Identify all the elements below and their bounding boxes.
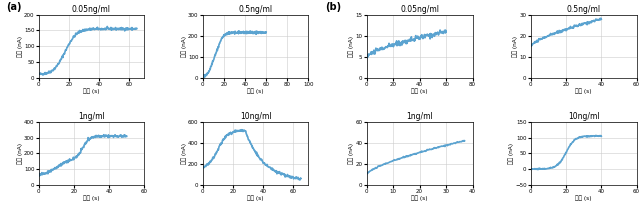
Title: 0.5ng/ml: 0.5ng/ml <box>239 5 273 14</box>
Title: 1ng/ml: 1ng/ml <box>78 112 105 121</box>
Y-axis label: 시간 (nA): 시간 (nA) <box>17 143 23 164</box>
X-axis label: 시간 (s): 시간 (s) <box>248 195 264 201</box>
Text: (b): (b) <box>325 2 341 12</box>
Title: 10ng/ml: 10ng/ml <box>568 112 599 121</box>
Title: 0.05ng/ml: 0.05ng/ml <box>400 5 439 14</box>
Title: 10ng/ml: 10ng/ml <box>240 112 271 121</box>
X-axis label: 시간 (s): 시간 (s) <box>412 88 428 94</box>
Y-axis label: 시간 (nA): 시간 (nA) <box>349 143 354 164</box>
Y-axis label: 시간 (nA): 시간 (nA) <box>512 36 518 57</box>
Text: (a): (a) <box>6 2 22 12</box>
X-axis label: 시간 (s): 시간 (s) <box>83 88 100 94</box>
Title: 0.05ng/ml: 0.05ng/ml <box>72 5 111 14</box>
Title: 0.5ng/ml: 0.5ng/ml <box>566 5 601 14</box>
X-axis label: 시간 (s): 시간 (s) <box>83 195 100 201</box>
Y-axis label: 시간 (nA): 시간 (nA) <box>349 36 354 57</box>
X-axis label: 시간 (s): 시간 (s) <box>248 88 264 94</box>
X-axis label: 시간 (s): 시간 (s) <box>575 195 592 201</box>
X-axis label: 시간 (s): 시간 (s) <box>412 195 428 201</box>
X-axis label: 시간 (s): 시간 (s) <box>575 88 592 94</box>
Y-axis label: 시간 (nA): 시간 (nA) <box>181 36 186 57</box>
Y-axis label: 시간 (nA): 시간 (nA) <box>181 143 186 164</box>
Y-axis label: 시간 (nA): 시간 (nA) <box>17 36 23 57</box>
Title: 1ng/ml: 1ng/ml <box>406 112 433 121</box>
Y-axis label: 시간 (nA): 시간 (nA) <box>508 143 514 164</box>
